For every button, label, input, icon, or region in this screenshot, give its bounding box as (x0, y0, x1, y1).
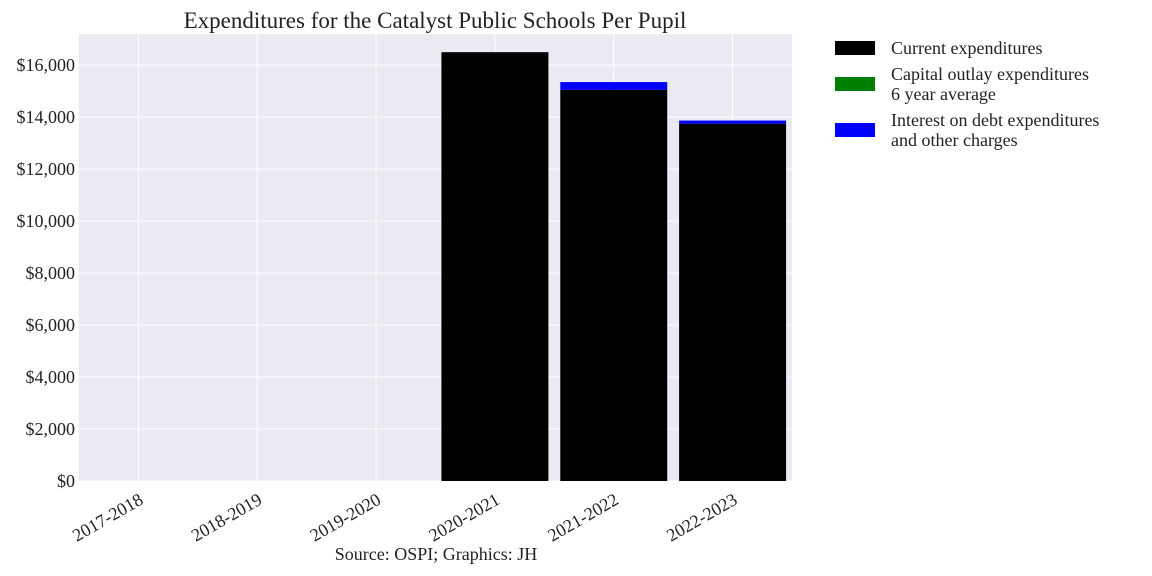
legend-label-interest: Interest on debt expenditures and other … (891, 110, 1100, 150)
legend-item-interest: Interest on debt expenditures and other … (835, 110, 1145, 150)
bar-2021-2022-series-2 (560, 82, 668, 90)
bars (441, 52, 787, 481)
legend-swatch-current (835, 41, 875, 55)
x-tick-label: 2019-2020 (307, 489, 385, 545)
legend-label-current: Current expenditures (891, 38, 1043, 58)
y-tick-label: $16,000 (17, 55, 76, 75)
legend-item-capital-outlay: Capital outlay expenditures 6 year avera… (835, 64, 1145, 104)
y-tick-label: $12,000 (17, 159, 76, 179)
legend-swatch-interest (835, 123, 875, 137)
x-tick-label: 2021-2022 (544, 489, 622, 545)
x-tick-label: 2022-2023 (663, 489, 741, 545)
y-tick-label: $8,000 (26, 263, 76, 283)
x-tick-label: 2018-2019 (188, 489, 266, 545)
bar-2022-2023-series-0 (679, 123, 787, 481)
legend-item-current: Current expenditures (835, 38, 1145, 58)
bar-2020-2021-series-0 (441, 52, 549, 481)
bar-2021-2022-series-0 (560, 89, 668, 481)
x-tick-label: 2017-2018 (69, 489, 147, 545)
source-note: Source: OSPI; Graphics: JH (334, 544, 538, 564)
x-tick-label: 2020-2021 (425, 489, 503, 545)
y-tick-label: $10,000 (17, 211, 76, 231)
legend-swatch-capital-outlay (835, 77, 875, 91)
y-tick-label: $0 (57, 471, 75, 491)
bar-2022-2023-series-2 (679, 120, 787, 124)
chart-title: Expenditures for the Catalyst Public Sch… (184, 8, 687, 33)
y-tick-label: $2,000 (26, 419, 76, 439)
legend-label-capital-outlay: Capital outlay expenditures 6 year avera… (891, 64, 1089, 104)
y-tick-label: $6,000 (26, 315, 76, 335)
y-tick-label: $14,000 (17, 107, 76, 127)
y-tick-label: $4,000 (26, 367, 76, 387)
chart: Expenditures for the Catalyst Public Sch… (17, 8, 792, 545)
plot-area (79, 34, 792, 481)
legend: Current expenditures Capital outlay expe… (835, 38, 1145, 156)
y-axis: $0 $2,000 $4,000 $6,000 $8,000 $10,000 $12,000… (17, 55, 76, 491)
x-axis: 2017-2018 2018-2019 2019-2020 2020-2021 2021… (69, 489, 741, 545)
